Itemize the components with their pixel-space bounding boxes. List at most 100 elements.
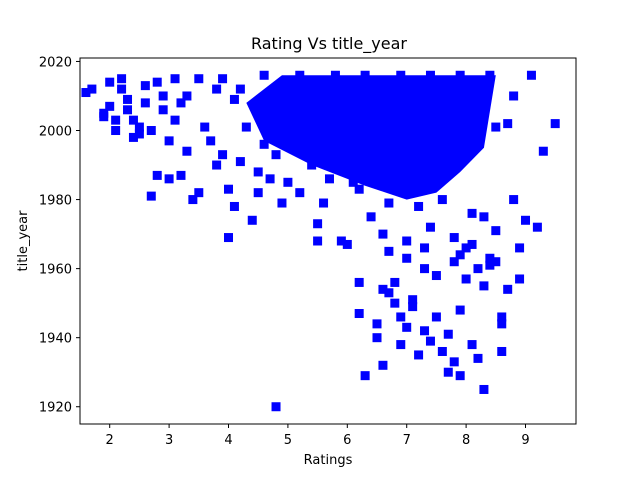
scatter-point: [87, 84, 97, 94]
scatter-point: [461, 243, 471, 253]
scatter-point: [515, 274, 525, 284]
scatter-point: [182, 91, 192, 101]
scatter-point: [461, 143, 471, 153]
scatter-point: [491, 257, 501, 267]
y-axis-label: title_year: [16, 210, 31, 272]
scatter-point: [497, 346, 507, 356]
scatter-point: [420, 264, 430, 274]
scatter-point: [295, 188, 305, 198]
scatter-point: [402, 236, 412, 246]
scatter-point: [384, 246, 394, 256]
scatter-point: [408, 181, 418, 191]
scatter-point: [330, 150, 340, 160]
scatter-point: [414, 201, 424, 211]
scatter-point: [455, 70, 465, 80]
scatter-point: [271, 150, 281, 160]
scatter-point: [479, 384, 489, 394]
scatter-point: [212, 160, 222, 170]
scatter-point: [277, 105, 287, 115]
x-tick-label: 6: [343, 433, 351, 448]
scatter-point: [336, 163, 346, 173]
scatter-point: [241, 122, 251, 132]
scatter-point: [206, 136, 216, 146]
scatter-point: [140, 98, 150, 108]
scatter-point: [443, 367, 453, 377]
scatter-point: [123, 94, 133, 104]
scatter-point: [200, 122, 210, 132]
scatter-point: [378, 284, 388, 294]
scatter-point: [372, 319, 382, 329]
x-axis-label: Ratings: [304, 453, 353, 468]
scatter-point: [390, 298, 400, 308]
scatter-point: [324, 174, 334, 184]
scatter-point: [467, 239, 477, 249]
scatter-point: [188, 195, 198, 205]
scatter-point: [277, 198, 287, 208]
dense-point-band: [246, 75, 496, 200]
scatter-point: [473, 353, 483, 363]
scatter-point: [431, 312, 441, 322]
scatter-point: [396, 70, 406, 80]
scatter-point: [170, 74, 180, 84]
scatter-point: [491, 122, 501, 132]
scatter-point: [117, 74, 127, 84]
scatter-point: [140, 81, 150, 91]
scatter-point: [146, 126, 156, 136]
scatter-point: [497, 312, 507, 322]
scatter-point: [420, 84, 430, 94]
scatter-point: [455, 371, 465, 381]
scatter-point: [414, 160, 424, 170]
scatter-point: [164, 136, 174, 146]
scatter-point: [271, 402, 281, 412]
scatter-point: [479, 212, 489, 222]
scatter-point: [449, 233, 459, 243]
y-tick-label: 2020: [39, 55, 72, 70]
scatter-point: [425, 336, 435, 346]
scatter-point: [437, 98, 447, 108]
scatter-point: [461, 274, 471, 284]
scatter-point: [396, 312, 406, 322]
scatter-point: [431, 271, 441, 281]
scatter-point: [455, 250, 465, 260]
scatter-point: [491, 226, 501, 236]
scatter-point: [134, 129, 144, 139]
scatter-point: [473, 115, 483, 125]
scatter-point: [123, 105, 133, 115]
scatter-point: [390, 94, 400, 104]
scatter-point: [366, 212, 376, 222]
x-tick-label: 3: [165, 433, 173, 448]
scatter-point: [449, 257, 459, 267]
scatter-point: [384, 288, 394, 298]
scatter-point: [218, 150, 228, 160]
scatter-points: [81, 70, 560, 412]
scatter-point: [235, 157, 245, 167]
scatter-point: [390, 277, 400, 287]
scatter-point: [414, 350, 424, 360]
scatter-point: [307, 84, 317, 94]
scatter-point: [485, 253, 495, 263]
y-tick-label: 1980: [39, 194, 72, 209]
scatter-point: [324, 115, 334, 125]
chart-title: Rating Vs title_year: [251, 34, 407, 54]
scatter-point: [348, 177, 358, 187]
scatter-point: [348, 108, 358, 118]
scatter-point: [497, 319, 507, 329]
scatter-point: [313, 219, 323, 229]
scatter-point: [283, 88, 293, 98]
scatter-point: [247, 215, 257, 225]
scatter-point: [336, 236, 346, 246]
y-axis-ticks: 1920 1940 1960 1980 2000 2020: [39, 55, 80, 416]
scatter-point: [152, 170, 162, 180]
scatter-point: [479, 281, 489, 291]
x-axis-ticks: 2 3 4 5 6 7 8 9: [106, 424, 530, 448]
y-tick-label: 1960: [39, 263, 72, 278]
scatter-point: [420, 243, 430, 253]
scatter-point: [224, 233, 234, 243]
scatter-point: [259, 70, 269, 80]
scatter-point: [396, 153, 406, 163]
scatter-point: [467, 208, 477, 218]
scatter-point: [443, 329, 453, 339]
scatter-point: [342, 132, 352, 142]
